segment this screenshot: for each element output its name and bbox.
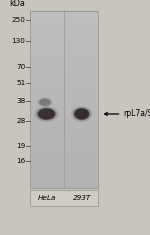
Ellipse shape xyxy=(39,99,51,106)
Text: 28: 28 xyxy=(16,118,26,124)
Text: 250: 250 xyxy=(12,17,26,23)
Text: 16: 16 xyxy=(16,158,26,164)
Bar xyxy=(30,190,98,206)
Ellipse shape xyxy=(39,98,51,106)
Ellipse shape xyxy=(38,108,55,120)
Ellipse shape xyxy=(73,107,90,121)
Bar xyxy=(30,11,98,188)
Text: 70: 70 xyxy=(16,64,26,70)
Text: 38: 38 xyxy=(16,98,26,104)
Text: 51: 51 xyxy=(16,80,26,86)
Ellipse shape xyxy=(37,97,53,107)
Text: 19: 19 xyxy=(16,143,26,149)
Text: HeLa: HeLa xyxy=(38,195,57,201)
Ellipse shape xyxy=(34,106,59,122)
Ellipse shape xyxy=(74,108,89,120)
Ellipse shape xyxy=(37,107,56,121)
Ellipse shape xyxy=(71,106,92,122)
Text: kDa: kDa xyxy=(10,0,26,8)
Text: 130: 130 xyxy=(12,38,26,44)
Text: rpL7a/SURF3: rpL7a/SURF3 xyxy=(123,110,150,118)
Text: 293T: 293T xyxy=(73,195,91,201)
